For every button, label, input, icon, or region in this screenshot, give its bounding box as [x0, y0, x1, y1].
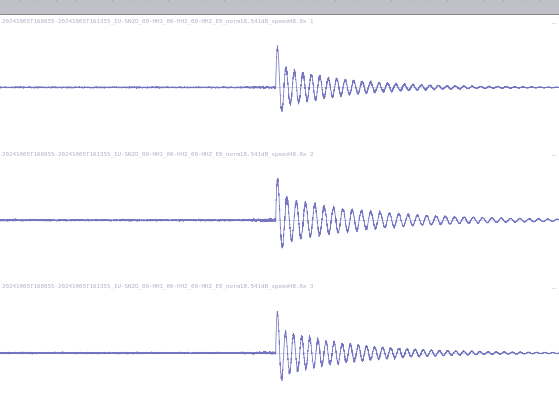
Text: ...: ... [550, 149, 557, 158]
Text: ...: ... [550, 16, 557, 26]
Text: 20241005T160855-20241005T161355_IU-SNZO_00-HH1_00-HH2_00-HHZ_E0_norm18.541dB_spe: 20241005T160855-20241005T161355_IU-SNZO_… [2, 284, 314, 289]
Text: 20241005T160855-20241005T161355_IU-SNZO_00-HH1_00-HH2_00-HHZ_E0_norm18.541dB_spe: 20241005T160855-20241005T161355_IU-SNZO_… [2, 18, 314, 24]
Text: ...: ... [550, 282, 557, 291]
Text: 20241005T160855-20241005T161355_IU-SNZO_00-HH1_00-HH2_00-HHZ_E0_norm18.541dB_spe: 20241005T160855-20241005T161355_IU-SNZO_… [2, 151, 314, 157]
